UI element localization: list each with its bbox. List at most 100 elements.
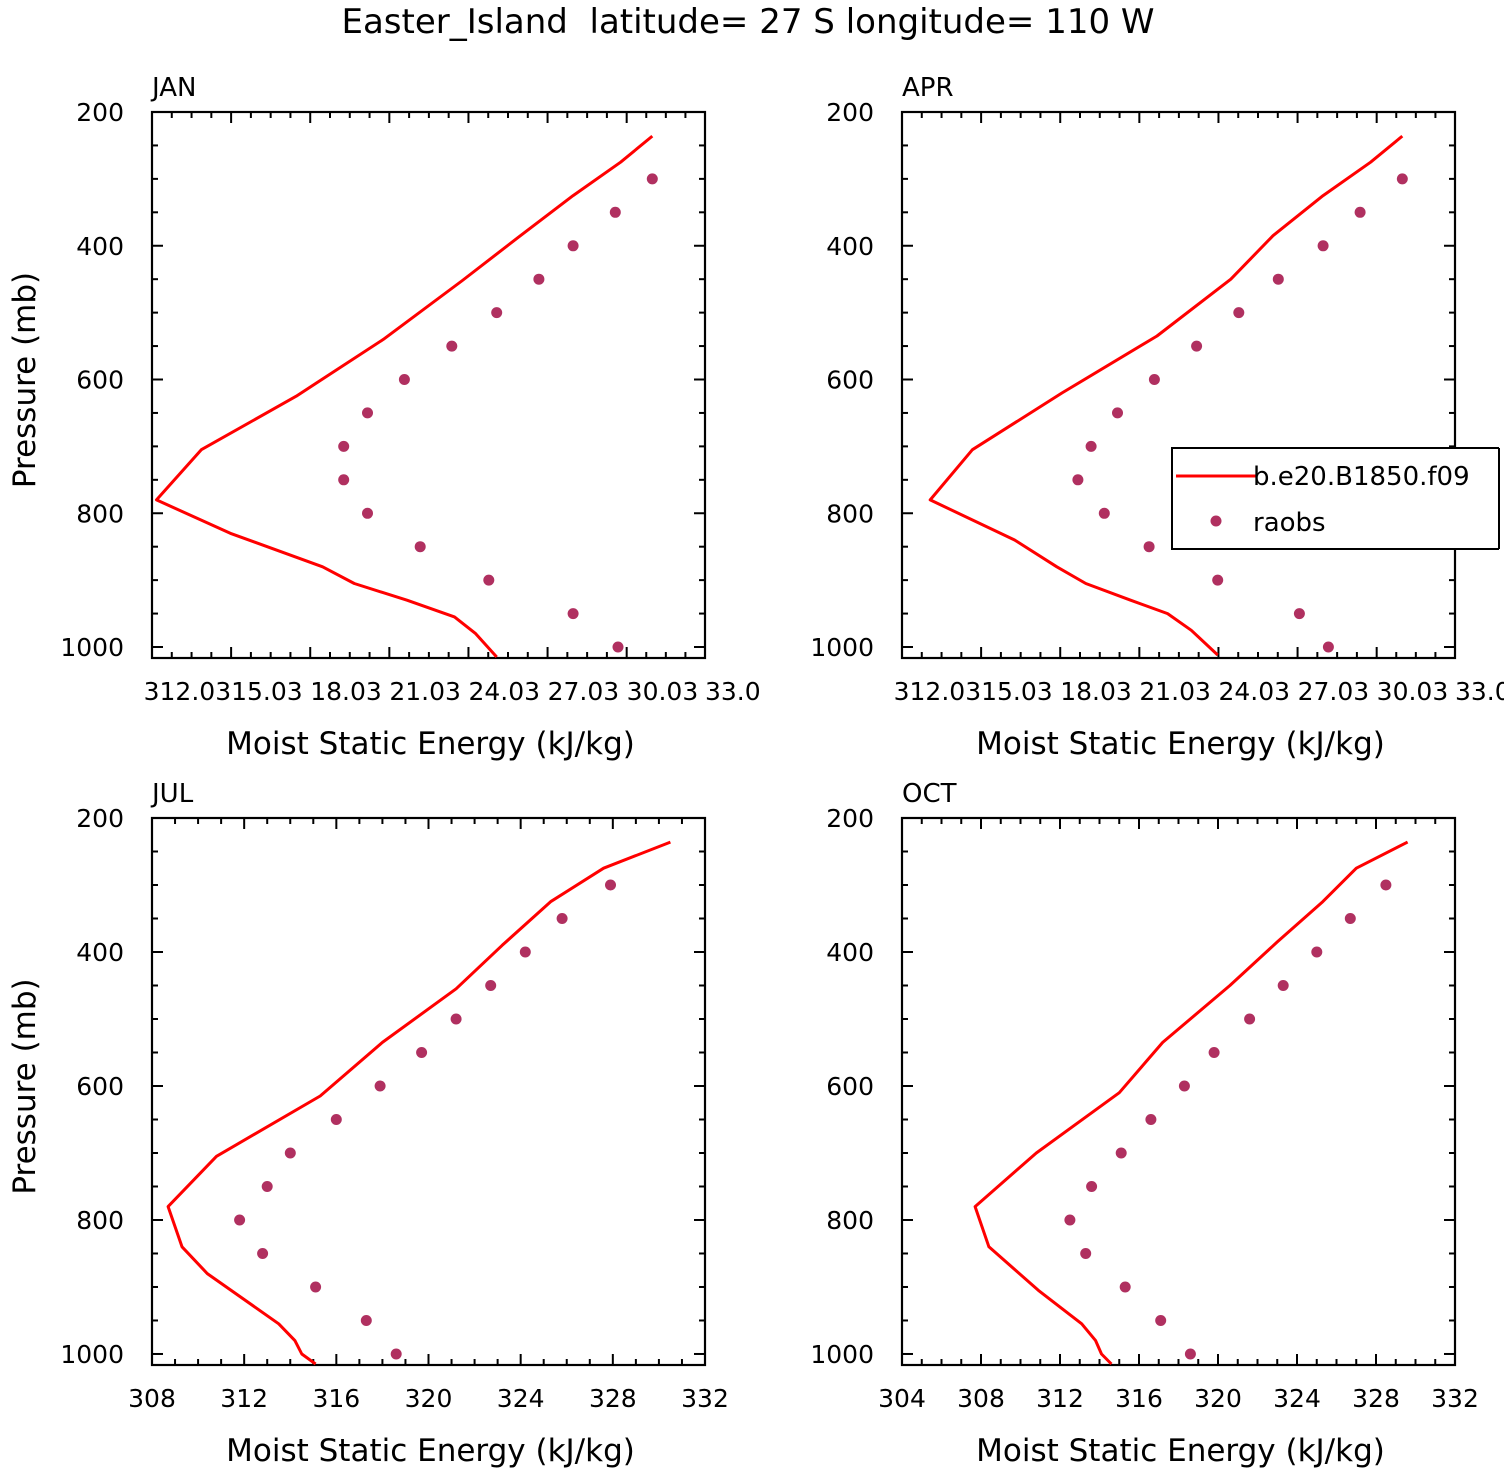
y-tick-label: 400 [826,232,874,261]
raobs-point [1322,641,1334,653]
raobs-point [605,879,616,891]
raobs-point [1212,574,1224,586]
raobs-point [1233,307,1245,319]
x-tick-label: 312.03 [144,677,231,706]
y-tick-label: 600 [76,1072,124,1101]
x-tick-label: 332 [1431,1384,1479,1413]
x-tick-label: 328 [1352,1384,1400,1413]
raobs-point [1115,1147,1127,1159]
x-axis-label: Moist Static Energy (kJ/kg) [976,726,1385,762]
y-axis-label: Pressure (mb) [7,272,43,488]
figure-title: Easter_Island latitude= 27 S longitude= … [341,2,1154,42]
x-tick-label: 332 [681,1384,729,1413]
raobs-point [1317,240,1329,252]
x-axis-label: Moist Static Energy (kJ/kg) [226,726,635,762]
raobs-point [446,340,458,352]
y-tick-label: 400 [76,232,124,261]
raobs-point [374,1080,386,1092]
x-tick-label: 304 [878,1384,926,1413]
raobs-point [519,946,531,958]
raobs-point [1072,474,1084,486]
panel-apr: APR 200 400 600 800 1000 312.03 15.03 18.03 21.03… [810,73,1504,762]
y-tick-label: 800 [826,1206,874,1235]
raobs-point [362,507,373,519]
legend-dot-swatch [1210,515,1222,527]
x-tick-label: 308 [957,1384,1005,1413]
x-tick-label: 30.03 [627,677,699,706]
x-tick-label: 30.03 [1377,677,1449,706]
panel-jan: JAN 200 400 600 800 1000 312.03 15.03 18.03 21.03… [7,73,761,762]
legend: b.e20.B1850.f09 raobs [1171,446,1504,551]
y-tick-label: 200 [76,98,124,127]
raobs-point [1293,608,1305,620]
x-tick-label: 320 [1194,1384,1242,1413]
raobs-point [450,1013,462,1025]
raobs-point [533,273,545,285]
x-tick-label: 27.03 [1298,677,1370,706]
raobs-point [1344,913,1356,924]
legend-clip [1499,446,1504,551]
y-tick-label: 600 [826,1072,874,1101]
raobs-point [390,1348,402,1360]
raobs-point [483,574,495,586]
raobs-point [567,240,579,252]
raobs-point [1178,1080,1190,1092]
x-axis-label: Moist Static Energy (kJ/kg) [976,1433,1385,1469]
raobs-point [1311,946,1323,958]
raobs-point [1380,879,1392,891]
panel-label: OCT [902,779,957,809]
raobs-point [360,1315,372,1326]
x-tick-label: 320 [405,1384,453,1413]
raobs-point [1272,273,1284,285]
series-line-model [928,134,1404,657]
raobs-point [416,1047,428,1058]
y-tick-label: 400 [76,938,124,967]
y-tick-label: 600 [826,366,874,395]
raobs-point [1080,1248,1092,1259]
x-tick-label: 316 [1115,1384,1163,1413]
series-line-model [155,134,654,659]
panel-label: APR [902,73,954,103]
y-tick-label: 1000 [810,633,874,662]
raobs-point [310,1281,322,1293]
raobs-point [1098,507,1110,519]
raobs-point [1086,1181,1098,1192]
x-tick-label: 312.03 [894,677,981,706]
raobs-point [1354,206,1366,218]
y-tick-label: 200 [76,804,124,833]
raobs-point [491,307,503,319]
raobs-point [1119,1281,1131,1293]
raobs-point [1085,440,1097,452]
raobs-point [338,440,350,452]
raobs-point [1112,407,1123,419]
series-line-model [973,840,1409,1366]
raobs-point [1277,980,1289,991]
panel-label: JUL [150,779,194,809]
x-tick-label: 18.03 [1060,677,1132,706]
x-tick-label: 15.03 [981,677,1053,706]
raobs-point [1143,541,1155,553]
raobs-point [1064,1214,1076,1226]
y-tick-label: 1000 [60,1340,124,1369]
raobs-point [1155,1315,1167,1326]
raobs-point [414,541,426,553]
raobs-point [1396,173,1408,185]
y-tick-label: 400 [826,938,874,967]
x-tick-label: 24.03 [1218,677,1290,706]
plot-frame [900,110,1457,660]
legend-label-raobs: raobs [1253,508,1326,538]
x-tick-label: 324 [497,1384,545,1413]
raobs-point [609,206,621,218]
x-tick-label: 328 [589,1384,637,1413]
raobs-point [1184,1348,1196,1360]
raobs-point [1148,374,1160,385]
raobs-point [261,1181,273,1192]
raobs-point [556,913,568,924]
raobs-point [330,1114,342,1125]
y-tick-label: 200 [826,98,874,127]
x-tick-label: 24.03 [468,677,540,706]
x-tick-label: 33.0 [705,677,761,706]
